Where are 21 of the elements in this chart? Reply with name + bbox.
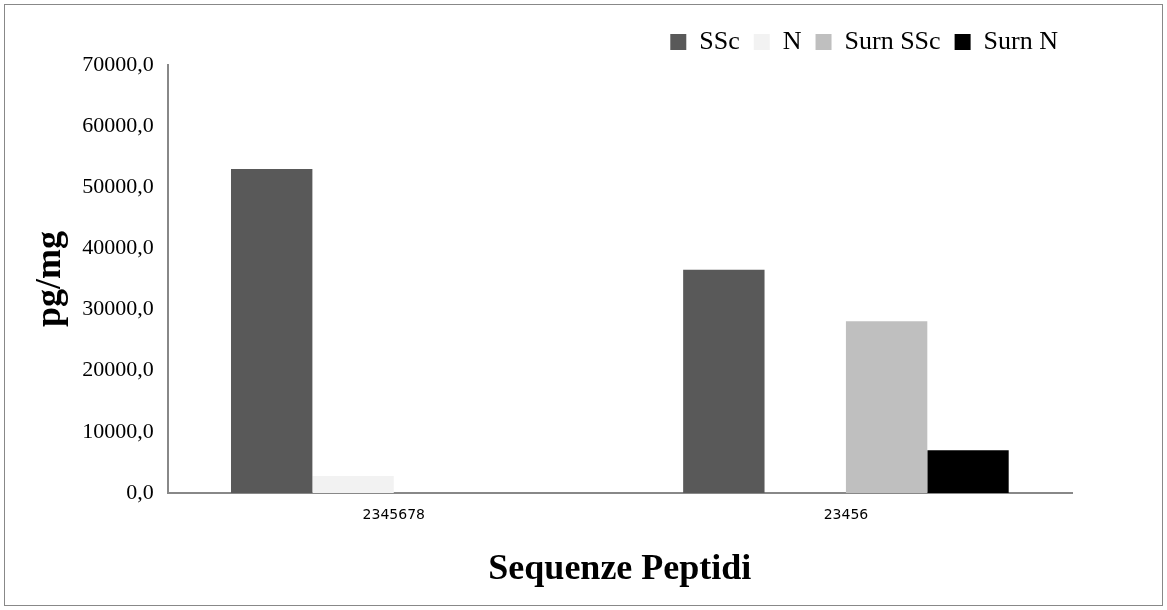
y-tick-label: 60000,0 [82,111,154,137]
y-tick-label: 10000,0 [82,417,154,443]
bar [231,168,313,493]
y-tick-label: 30000,0 [82,295,154,321]
y-tick-label: 50000,0 [82,173,154,199]
y-axis-title: pg/mg [27,230,68,328]
bar [845,321,928,493]
bar [927,450,1009,493]
legend-label: Surn N [983,25,1059,55]
y-tick-label: 20000,0 [82,356,154,382]
x-tick-label: 23456 [823,506,869,523]
legend-label: SSc [699,25,740,55]
x-tick-label: 2345678 [362,506,425,523]
y-tick-label: 40000,0 [82,234,154,260]
y-tick-label: 0,0 [126,478,154,504]
bar [683,269,765,493]
y-tick-label: 70000,0 [82,50,154,76]
legend-label: Surn SSc [844,25,941,55]
x-axis-title: Sequenze Peptidi [488,546,752,587]
bar [312,475,394,493]
legend-label: N [782,25,802,55]
